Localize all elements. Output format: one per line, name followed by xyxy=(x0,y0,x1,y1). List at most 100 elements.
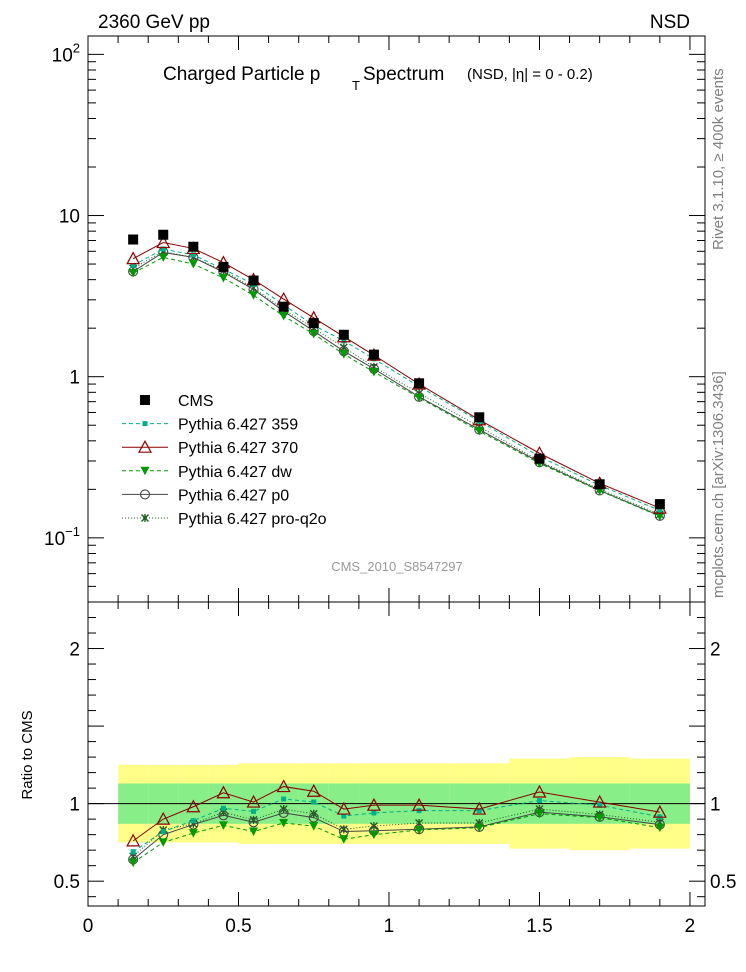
main-point-p370 xyxy=(126,251,141,265)
ratio-point-p370 xyxy=(592,794,607,808)
main-point-dw xyxy=(369,367,379,377)
main-point-dw xyxy=(218,273,228,283)
legend-entry-dw: Pythia 6.427 dw xyxy=(122,464,292,481)
ratio-point-p370 xyxy=(306,783,321,797)
legend-entry-p370: Pythia 6.427 370 xyxy=(122,439,298,457)
ratio-point-p359 xyxy=(220,805,226,811)
plot-title: Charged Particle p T Spectrum (NSD, |η| … xyxy=(163,64,593,93)
ratio-point-p359 xyxy=(341,813,347,819)
main-point-dw xyxy=(655,512,665,521)
main-point-p359 xyxy=(341,338,347,344)
main-line-p359 xyxy=(132,248,661,511)
ratio-y-tick-label: 2 xyxy=(69,640,80,661)
main-point-data xyxy=(338,329,349,340)
legend-marker xyxy=(140,466,150,476)
legend-entry-p0: Pythia 6.427 p0 xyxy=(122,487,289,504)
ratio-point-p359 xyxy=(160,829,166,835)
main-point-data xyxy=(474,412,485,423)
main-point-data xyxy=(654,499,665,510)
main-axes: 10−1 1 10 102 xyxy=(44,36,705,603)
ratio-point-p370 xyxy=(472,801,487,815)
ratio-point-p370 xyxy=(412,797,427,811)
legend-label: Pythia 6.427 370 xyxy=(178,440,298,457)
ratio-y-tick-label-right: 2 xyxy=(710,640,721,661)
title-main2: Spectrum xyxy=(363,64,444,85)
main-point-p359 xyxy=(657,507,663,513)
ratio-line-q2o xyxy=(132,808,660,857)
legend-marker xyxy=(141,514,149,522)
main-point-data xyxy=(218,261,229,272)
ratio-point-dw xyxy=(534,809,544,819)
ratio-point-p370 xyxy=(216,785,231,799)
ratio-point-p0 xyxy=(308,812,319,823)
ratio-point-dw xyxy=(474,823,484,833)
header-left: 2360 GeV pp xyxy=(98,12,210,33)
main-y-tick-label: 102 xyxy=(52,40,80,66)
main-point-p359 xyxy=(190,252,196,258)
title-cut: (NSD, |η| = 0 - 0.2) xyxy=(467,66,593,83)
ratio-point-dw xyxy=(279,819,289,828)
side-label-top: Rivet 3.1.10, ≥ 400k events xyxy=(710,68,727,250)
ratio-point-p370 xyxy=(532,784,547,798)
header-right: NSD xyxy=(650,12,690,33)
analysis-id: CMS_2010_S8547297 xyxy=(331,559,463,574)
legend-marker xyxy=(140,395,150,405)
main-point-data xyxy=(368,349,379,360)
main-y-tick-label: 1 xyxy=(69,368,80,389)
legend-label: Pythia 6.427 p0 xyxy=(178,487,289,504)
ratio-point-dw xyxy=(218,821,228,830)
ratio-frame xyxy=(87,601,706,907)
legend-label: Pythia 6.427 dw xyxy=(178,464,292,481)
ratio-point-p359 xyxy=(281,796,287,802)
ratio-point-p370 xyxy=(156,811,171,825)
ratio-point-dw xyxy=(414,826,424,835)
ratio-point-p370 xyxy=(276,779,291,793)
ratio-line-dw xyxy=(132,813,660,863)
main-point-dw xyxy=(414,393,424,403)
x-tick-label: 1.5 xyxy=(526,916,552,937)
ratio-point-q2o xyxy=(309,809,318,818)
main-point-dw xyxy=(309,330,319,339)
main-point-dw xyxy=(249,291,259,300)
main-point-data xyxy=(594,479,605,490)
ratio-point-p359 xyxy=(371,810,377,816)
main-plot-area xyxy=(126,229,667,521)
legend-entry-p359: Pythia 6.427 359 xyxy=(122,417,298,434)
main-point-data xyxy=(188,241,199,252)
ratio-point-p370 xyxy=(366,797,381,811)
ratio-point-p359 xyxy=(311,799,317,805)
ratio-point-dw xyxy=(188,829,198,838)
ratio-line-p359 xyxy=(132,798,660,853)
main-point-dw xyxy=(474,427,484,436)
main-point-p359 xyxy=(130,262,136,268)
main-point-data xyxy=(414,378,425,389)
legend-marker xyxy=(142,421,148,427)
ratio-point-p359 xyxy=(190,818,196,824)
main-point-p359 xyxy=(160,246,166,252)
ratio-panel: 0 0.5 1 1.5 2 0.5 0.5 1 1 2 2 xyxy=(54,601,736,937)
legend-label: CMS xyxy=(178,393,214,410)
main-point-dw xyxy=(339,350,349,359)
ratio-point-p370 xyxy=(186,799,201,813)
ratio-point-p370 xyxy=(336,801,351,815)
ratio-y-tick-label: 1 xyxy=(69,795,80,816)
main-point-dw xyxy=(188,260,198,269)
ratio-point-p359 xyxy=(130,849,136,855)
ratio-series-p370 xyxy=(126,779,667,847)
ratio-point-p359 xyxy=(536,798,542,804)
ratio-line-p0 xyxy=(132,811,660,860)
main-panel: 10−1 1 10 102 Charged Particle p T Spectrum… xyxy=(44,35,706,603)
ratio-axes: 0 0.5 1 1.5 2 0.5 0.5 1 1 2 2 xyxy=(54,602,736,937)
x-tick-label: 0 xyxy=(83,916,94,937)
main-point-p370 xyxy=(156,235,171,249)
x-tick-label: 2 xyxy=(685,916,696,937)
main-point-data xyxy=(534,453,545,464)
ratio-y-tick-label-right: 0.5 xyxy=(710,872,736,893)
main-point-data xyxy=(308,318,319,329)
ratio-point-p0 xyxy=(278,807,289,818)
main-y-tick-label: 10 xyxy=(59,207,80,228)
legend: CMS Pythia 6.427 359 Pythia 6.427 370 Pythi… xyxy=(122,393,327,528)
ratio-series-dw xyxy=(128,809,665,868)
ratio-point-p370 xyxy=(126,833,141,847)
